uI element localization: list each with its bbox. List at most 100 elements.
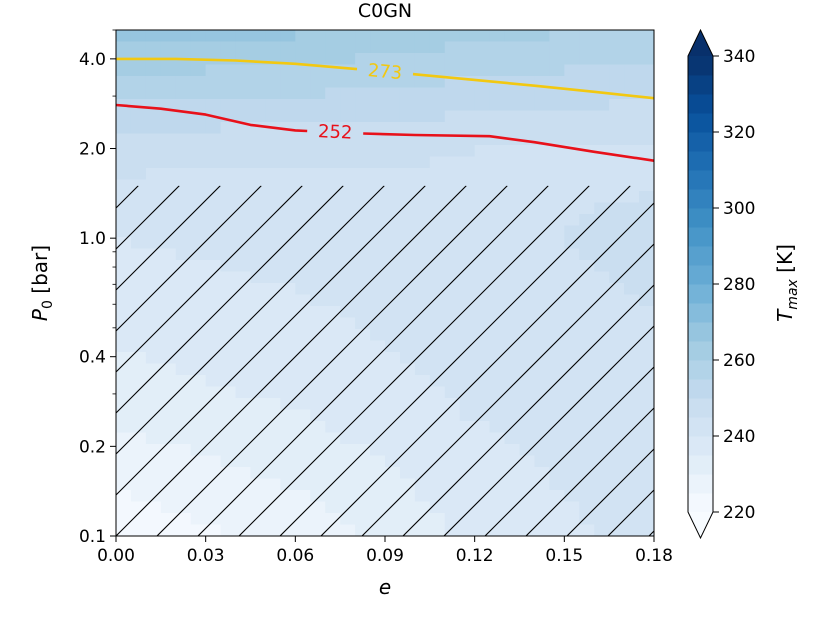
heatmap-cell [265, 99, 281, 112]
heatmap-cell [265, 340, 281, 353]
heatmap-cell [370, 421, 386, 434]
heatmap-cell [175, 478, 192, 491]
heatmap-cell [295, 53, 311, 66]
heatmap-cell [639, 467, 654, 480]
heatmap-cell [250, 490, 267, 503]
heatmap-cell [594, 478, 610, 491]
heatmap-cell [579, 352, 595, 365]
heatmap-cell [310, 225, 326, 238]
heatmap-cell [385, 409, 401, 422]
heatmap-cell [579, 30, 595, 43]
heatmap-cell [624, 352, 640, 365]
heatmap-cell [504, 409, 521, 422]
heatmap-cell [370, 329, 386, 342]
heatmap-cell [414, 30, 431, 43]
heatmap-cell [385, 467, 401, 480]
heatmap-cell [624, 478, 640, 491]
heatmap-cell [265, 352, 281, 365]
heatmap-cell [145, 225, 162, 238]
heatmap-cell [295, 317, 311, 330]
heatmap-cell [250, 179, 267, 192]
heatmap-cell [459, 398, 476, 411]
heatmap-cell [160, 513, 177, 526]
heatmap-cell [459, 271, 476, 284]
heatmap-cell [429, 76, 446, 89]
heatmap-cell [310, 432, 326, 445]
heatmap-cell [639, 53, 654, 66]
heatmap-cell [280, 260, 296, 273]
heatmap-cell [639, 306, 654, 319]
heatmap-cell [459, 41, 476, 54]
heatmap-cell [190, 248, 207, 261]
heatmap-cell [459, 248, 476, 261]
heatmap-cell [325, 340, 341, 353]
heatmap-cell [534, 329, 550, 342]
heatmap-cell [340, 191, 356, 204]
heatmap-cell [474, 444, 491, 457]
heatmap-cell [310, 490, 326, 503]
heatmap-cell [429, 386, 446, 399]
heatmap-cell [130, 76, 147, 89]
contour-label: 252 [318, 121, 353, 144]
heatmap-cell [295, 478, 311, 491]
heatmap-cell [325, 168, 341, 181]
heatmap-cell [370, 214, 386, 227]
heatmap-cell [579, 179, 595, 192]
heatmap-cell [295, 352, 311, 365]
heatmap-cell [414, 524, 431, 536]
heatmap-cell [609, 283, 625, 296]
hatch-line [116, 185, 426, 496]
heatmap-cell [220, 283, 237, 296]
heatmap-cell [145, 64, 162, 77]
heatmap-cell [220, 455, 237, 468]
heatmap-cell [310, 202, 326, 215]
heatmap-cell [265, 133, 281, 146]
heatmap-cell [235, 467, 252, 480]
heatmap-cell [145, 352, 162, 365]
heatmap-cell [429, 122, 446, 135]
heatmap-cell [235, 317, 252, 330]
heatmap-cell [310, 41, 326, 54]
heatmap-cell [160, 76, 177, 89]
heatmap-cell [265, 421, 281, 434]
heatmap-cell [325, 202, 341, 215]
heatmap-cell [205, 214, 222, 227]
heatmap-cell [265, 179, 281, 192]
heatmap-cell [474, 524, 491, 536]
heatmap-cell [295, 99, 311, 112]
heatmap-cell [116, 110, 132, 123]
heatmap-cell [265, 386, 281, 399]
heatmap-cell [429, 99, 446, 112]
heatmap-cell [519, 168, 536, 181]
heatmap-cell [235, 340, 252, 353]
heatmap-cell [220, 225, 237, 238]
heatmap-cell [145, 294, 162, 307]
heatmap-cell [250, 317, 267, 330]
heatmap-cell [325, 248, 341, 261]
heatmap-cell [504, 455, 521, 468]
heatmap-cell [190, 156, 207, 169]
heatmap-cell [444, 421, 461, 434]
colorbar-band [688, 360, 713, 380]
heatmap-cell [355, 145, 371, 158]
heatmap-cell [205, 478, 222, 491]
heatmap-cell [175, 260, 192, 273]
heatmap-cell [624, 329, 640, 342]
heatmap-cell [624, 432, 640, 445]
heatmap-cell [280, 467, 296, 480]
colorbar-extend-min [688, 512, 713, 538]
heatmap-cell [579, 271, 595, 284]
heatmap-cell [325, 283, 341, 296]
heatmap-cell [549, 202, 565, 215]
heatmap-cell [594, 283, 610, 296]
heatmap-cell [130, 30, 147, 43]
colorbar-tick-label: 220 [723, 503, 755, 523]
heatmap-cell [340, 214, 356, 227]
heatmap-cell [579, 398, 595, 411]
heatmap-cell [594, 306, 610, 319]
heatmap-cell [310, 248, 326, 261]
heatmap-cell [355, 467, 371, 480]
heatmap-cell [280, 478, 296, 491]
heatmap-cell [609, 156, 625, 169]
heatmap-cell [609, 64, 625, 77]
